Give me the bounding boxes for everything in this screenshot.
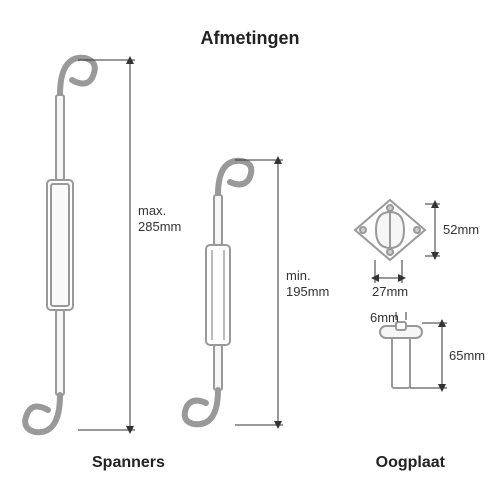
dim-eye-side-thick-value: 6mm (370, 310, 399, 325)
dim-max-value: 285mm (138, 219, 181, 234)
dim-eye-top-width (375, 260, 402, 283)
dim-eye-top-height (425, 204, 440, 256)
dim-eye-top-width-value: 27mm (372, 284, 408, 299)
dim-min-prefix: min. (286, 268, 311, 283)
diagram-canvas: max. 285mm min. 195mm 5 (0, 0, 500, 500)
dim-spanner-min (235, 160, 283, 425)
dim-max-prefix: max. (138, 203, 166, 218)
dim-eye-side-height-value: 65mm (449, 348, 485, 363)
dim-eye-top-height-value: 52mm (443, 222, 479, 237)
spanner-large (25, 58, 95, 432)
spanner-small (185, 161, 252, 424)
eye-plate-top (355, 200, 425, 260)
dim-spanner-max (78, 60, 135, 430)
eye-plate-side (380, 322, 422, 388)
dim-min-value: 195mm (286, 284, 329, 299)
